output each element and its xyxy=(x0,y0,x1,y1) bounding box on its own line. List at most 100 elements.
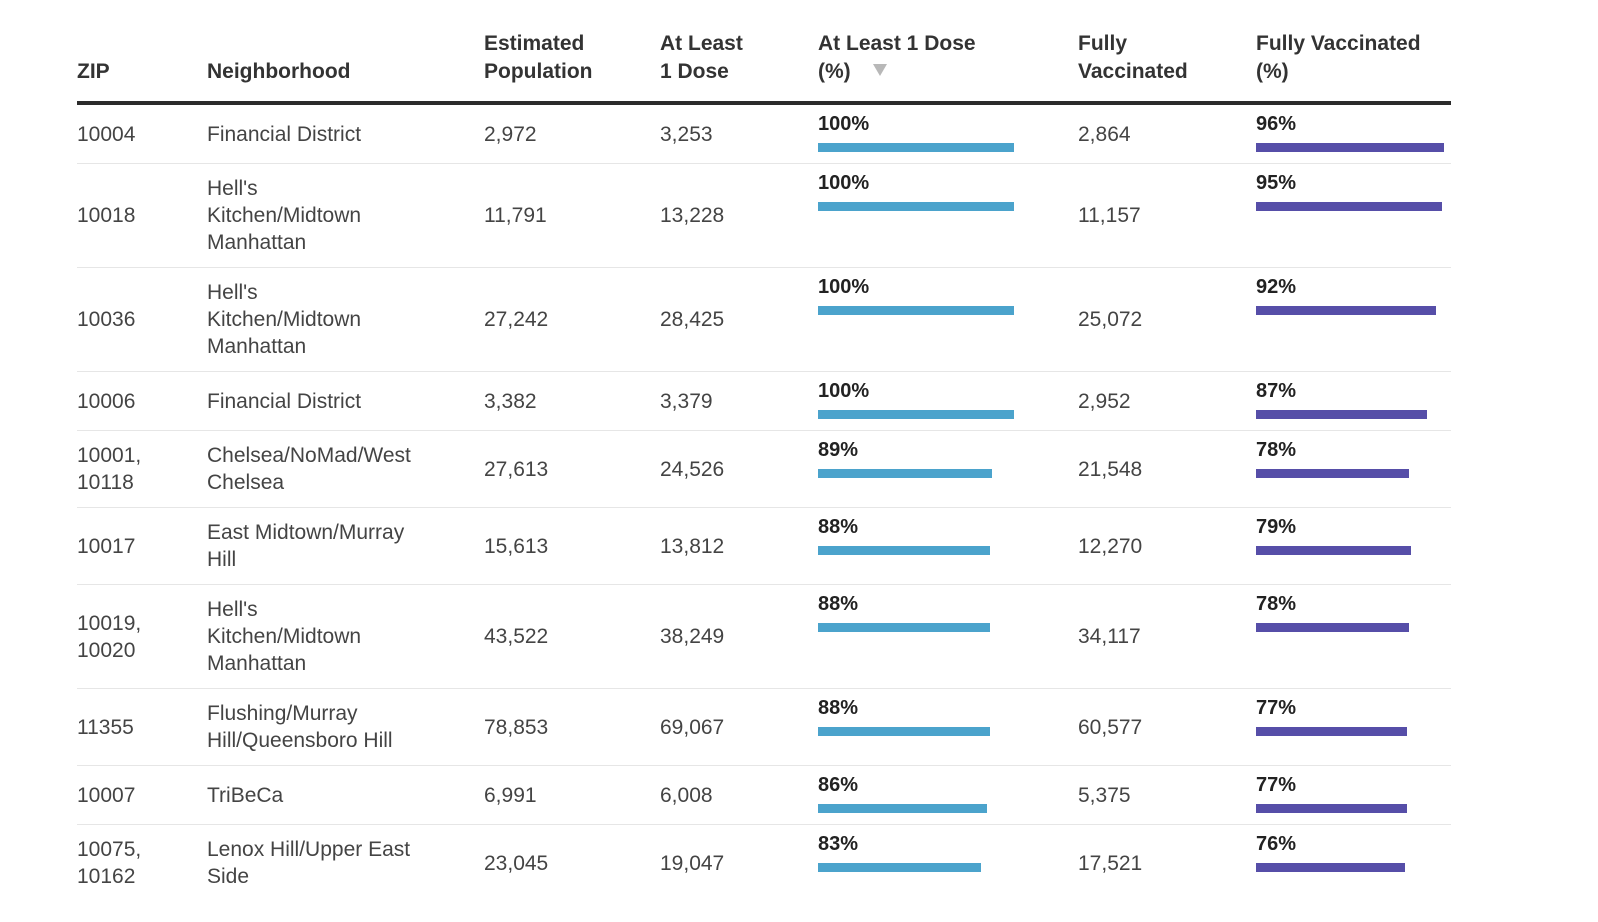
column-header-label: Estimated xyxy=(484,32,585,55)
neighborhood-cell-line: Financial District xyxy=(207,122,362,146)
column-header-label: Neighborhood xyxy=(207,60,351,83)
column-header-fully-vaccinated[interactable]: Fully Vaccinated xyxy=(1078,30,1256,105)
dose-pct-cell: 86% xyxy=(818,765,1078,825)
at-least-1-dose-cell: 3,379 xyxy=(660,371,818,431)
fully-pct-cell-label: 78% xyxy=(1256,593,1297,615)
vaccination-table-container: ZIP Neighborhood Estimated Population At Lea… xyxy=(77,30,1451,901)
dose-pct-cell: 100% xyxy=(818,267,1078,372)
dose-pct-cell-bar xyxy=(818,546,990,555)
zip-cell-line: 10004 xyxy=(77,122,136,146)
zip-cell: 10036 xyxy=(77,267,207,372)
neighborhood-cell-line: Manhattan xyxy=(207,335,307,358)
zip-cell-line: 10036 xyxy=(77,308,136,331)
neighborhood-cell-line: Chelsea/NoMad/West xyxy=(207,444,411,467)
fully-pct-cell: 92% xyxy=(1256,267,1451,372)
column-header-label: At Least xyxy=(660,32,743,55)
column-header-label: 1 Dose xyxy=(660,60,729,83)
fully-pct-cell-label: 77% xyxy=(1256,774,1297,796)
fully-vaccinated-cell: 2,864 xyxy=(1078,103,1256,164)
population-cell: 2,972 xyxy=(484,103,660,164)
zip-cell: 10004 xyxy=(77,103,207,164)
column-header-neighborhood[interactable]: Neighborhood xyxy=(207,30,484,105)
dose-pct-cell-bar xyxy=(818,143,1014,152)
neighborhood-cell-line: Chelsea xyxy=(207,471,285,494)
fully-vaccinated-cell: 21,548 xyxy=(1078,430,1256,508)
table-row: 10019, 10020 Hell's Kitchen/Midtown Manhatta… xyxy=(77,584,1451,689)
dose-pct-cell-bar xyxy=(818,863,981,872)
header-row: ZIP Neighborhood Estimated Population At Lea… xyxy=(77,30,1451,105)
zip-cell-line: 10019, xyxy=(77,611,142,635)
fully-vaccinated-cell: 17,521 xyxy=(1078,851,1143,875)
neighborhood-cell-line: Hell's xyxy=(207,281,258,304)
neighborhood-cell: Hell's Kitchen/Midtown Manhattan xyxy=(207,267,484,372)
column-header-population[interactable]: Estimated Population xyxy=(484,30,660,105)
fully-vaccinated-cell: 34,117 xyxy=(1078,584,1256,689)
sort-descending-icon[interactable] xyxy=(872,64,887,77)
neighborhood-cell: Flushing/Murray Hill/Queensboro Hill xyxy=(207,688,484,766)
dose-pct-cell-bar xyxy=(818,306,1014,315)
neighborhood-cell-line: Side xyxy=(207,865,250,888)
neighborhood-cell-line: Hill/Queensboro Hill xyxy=(207,729,393,752)
table-body: 10004 Financial District 2,972 3,253 100% 2,8… xyxy=(77,103,1451,901)
population-cell: 11,791 xyxy=(484,163,660,268)
dose-pct-cell-label: 83% xyxy=(818,833,859,855)
zip-cell: 10018 xyxy=(77,163,207,268)
column-header-label: Fully xyxy=(1078,32,1128,55)
neighborhood-cell: Hell's Kitchen/Midtown Manhattan xyxy=(207,163,484,268)
fully-pct-cell: 87% xyxy=(1256,371,1451,431)
zip-cell-line: 10118 xyxy=(77,471,134,494)
column-header-at-least-1-dose-pct[interactable]: At Least 1 Dose (%) xyxy=(818,30,1078,105)
neighborhood-cell: East Midtown/Murray Hill xyxy=(207,507,484,585)
fully-pct-cell: 78% xyxy=(1256,584,1451,689)
column-header-at-least-1-dose[interactable]: At Least 1 Dose xyxy=(660,30,818,105)
dose-pct-cell-bar xyxy=(818,469,992,478)
dose-pct-cell: 89% xyxy=(818,430,1078,508)
zip-cell-line: 10075, xyxy=(77,838,142,861)
at-least-1-dose-cell: 6,008 xyxy=(660,765,818,825)
column-header-fully-vaccinated-pct[interactable]: Fully Vaccinated (%) xyxy=(1256,30,1451,105)
fully-pct-cell-bar xyxy=(1256,623,1409,632)
neighborhood-cell-line: Flushing/Murray xyxy=(207,702,358,725)
fully-pct-cell: 95% xyxy=(1256,163,1451,268)
table-header: ZIP Neighborhood Estimated Population At Lea… xyxy=(77,30,1451,105)
table-row: 10017 East Midtown/Murray Hill 15,613 13,812… xyxy=(77,507,1451,585)
fully-pct-cell-label: 79% xyxy=(1256,516,1297,538)
fully-pct-cell: 96% xyxy=(1256,103,1451,164)
dose-pct-cell-label: 88% xyxy=(818,593,859,615)
at-least-1-dose-cell: 3,253 xyxy=(660,103,818,164)
dose-pct-cell-label: 89% xyxy=(818,439,859,461)
neighborhood-cell-line: Kitchen/Midtown xyxy=(207,625,362,648)
population-cell: 23,045 xyxy=(484,851,549,875)
fully-pct-cell: 77% xyxy=(1256,765,1451,825)
column-header-label: Vaccinated xyxy=(1078,60,1188,83)
at-least-1-dose-cell: 13,812 xyxy=(660,507,818,585)
column-header-label: Fully Vaccinated xyxy=(1256,32,1421,55)
dose-pct-cell: 100% xyxy=(818,103,1078,164)
neighborhood-cell: Chelsea/NoMad/West Chelsea xyxy=(207,430,484,508)
fully-pct-cell-bar xyxy=(1256,143,1444,152)
fully-vaccinated-cell: 11,157 xyxy=(1078,163,1256,268)
dose-pct-cell-label: 100% xyxy=(818,113,870,135)
dose-pct-cell: 83% xyxy=(818,825,1078,902)
vaccination-table: ZIP Neighborhood Estimated Population At Lea… xyxy=(77,30,1451,901)
neighborhood-cell-line: TriBeCa xyxy=(207,783,284,807)
fully-pct-cell-label: 87% xyxy=(1256,380,1297,402)
neighborhood-cell-line: Lenox Hill/Upper East xyxy=(207,838,411,861)
fully-pct-cell-bar xyxy=(1256,727,1407,736)
dose-pct-cell-bar xyxy=(818,804,987,813)
population-cell: 3,382 xyxy=(484,371,660,431)
zip-cell: 10019, 10020 xyxy=(77,584,207,689)
at-least-1-dose-cell: 69,067 xyxy=(660,688,818,766)
zip-cell: 10001, 10118 xyxy=(77,430,207,508)
neighborhood-cell-line: East Midtown/Murray xyxy=(207,521,405,544)
fully-pct-cell-label: 76% xyxy=(1256,833,1297,855)
table-row: 10004 Financial District 2,972 3,253 100% 2,8… xyxy=(77,103,1451,164)
fully-pct-cell-bar xyxy=(1256,202,1442,211)
neighborhood-cell: Lenox Hill/Upper East Side xyxy=(207,825,484,902)
column-header-zip[interactable]: ZIP xyxy=(77,30,207,105)
table-row: 10018 Hell's Kitchen/Midtown Manhattan 11,79… xyxy=(77,163,1451,268)
zip-cell-line: 10007 xyxy=(77,783,136,807)
population-cell: 78,853 xyxy=(484,688,660,766)
zip-cell-line: 11355 xyxy=(77,715,134,739)
zip-cell-line: 10006 xyxy=(77,389,136,413)
